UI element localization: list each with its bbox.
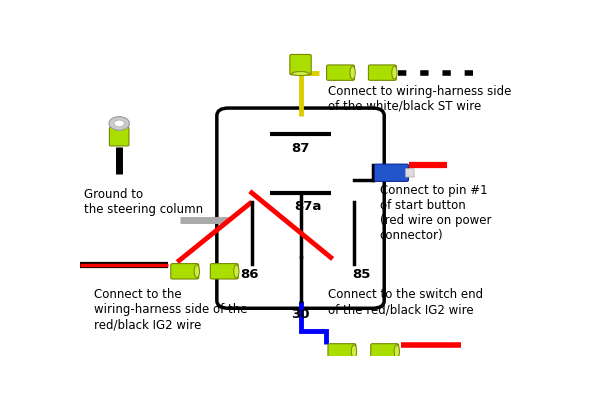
FancyBboxPatch shape <box>371 344 398 359</box>
Text: Connect to wiring-harness side
of the white/black ST wire: Connect to wiring-harness side of the wh… <box>328 85 512 113</box>
Ellipse shape <box>352 345 356 358</box>
FancyBboxPatch shape <box>171 264 199 279</box>
Text: Connect to pin #1
of start button
(red wire on power
connector): Connect to pin #1 of start button (red w… <box>380 184 491 242</box>
Text: Connect to the switch end
of the red/black IG2 wire: Connect to the switch end of the red/bla… <box>328 288 484 316</box>
FancyBboxPatch shape <box>290 54 311 75</box>
Text: 86: 86 <box>240 268 259 281</box>
FancyBboxPatch shape <box>109 127 129 146</box>
FancyBboxPatch shape <box>211 264 238 279</box>
Ellipse shape <box>194 265 199 278</box>
Ellipse shape <box>394 345 400 358</box>
FancyBboxPatch shape <box>326 65 355 80</box>
Ellipse shape <box>292 72 310 76</box>
Circle shape <box>109 117 130 130</box>
Ellipse shape <box>233 265 239 278</box>
Text: 30: 30 <box>291 308 310 321</box>
FancyBboxPatch shape <box>406 168 414 177</box>
Circle shape <box>114 120 124 127</box>
Text: 87: 87 <box>292 142 310 155</box>
Text: 85: 85 <box>352 268 370 281</box>
FancyBboxPatch shape <box>368 65 397 80</box>
Text: Connect to the
wiring-harness side of the
red/black IG2 wire: Connect to the wiring-harness side of th… <box>94 288 247 331</box>
FancyBboxPatch shape <box>374 164 409 181</box>
FancyBboxPatch shape <box>217 108 384 308</box>
FancyBboxPatch shape <box>328 344 356 359</box>
Ellipse shape <box>392 66 397 79</box>
Text: Ground to
the steering column: Ground to the steering column <box>84 188 203 216</box>
Ellipse shape <box>350 66 355 79</box>
Text: 87a: 87a <box>294 200 321 214</box>
